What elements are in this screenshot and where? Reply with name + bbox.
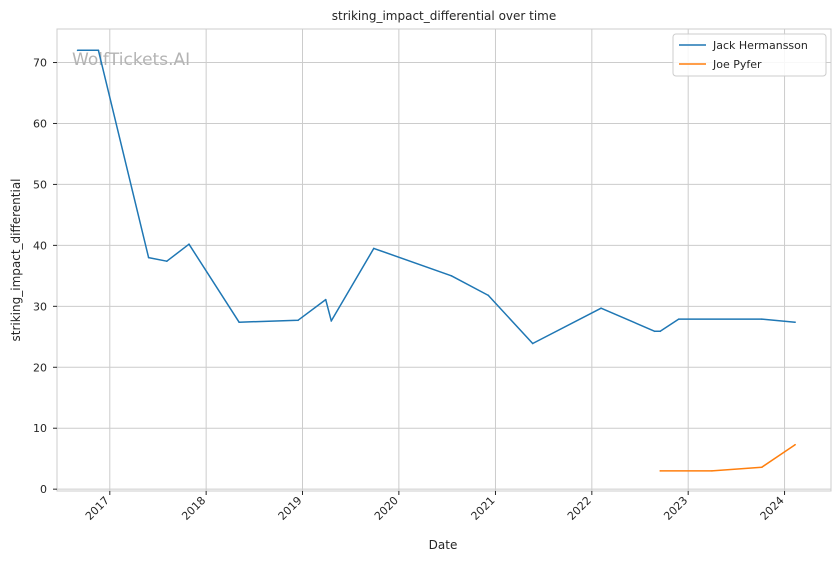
data-point-jack-hermansson [238, 321, 240, 323]
data-point-jack-hermansson [297, 319, 299, 322]
data-point-jack-hermansson [450, 275, 453, 277]
x-tick-label: 2019 [276, 494, 305, 523]
data-point-jack-hermansson [166, 260, 168, 263]
data-point-jack-hermansson [600, 307, 602, 309]
y-axis: 0 10 20 30 40 50 60 70 [33, 57, 57, 496]
series-lines [76, 49, 796, 472]
data-point-joe-pyfer [794, 443, 796, 446]
data-point-jack-hermansson [330, 320, 333, 322]
y-tick-label: 10 [33, 422, 47, 435]
x-tick-label: 2022 [565, 494, 594, 523]
legend: Jack Hermansson Joe Pyfer [672, 33, 827, 77]
x-tick-label: 2020 [372, 494, 401, 523]
legend-box [672, 33, 827, 77]
data-point-jack-hermansson [531, 342, 534, 345]
legend-label-joe-pyfer: Joe Pyfer [712, 58, 762, 71]
x-tick-label: 2024 [758, 494, 787, 523]
y-tick-label: 20 [33, 361, 47, 374]
watermark: WolfTickets.AI [72, 50, 190, 70]
x-tick-label: 2021 [469, 494, 498, 523]
data-point-jack-hermansson [324, 298, 327, 301]
data-point-joe-pyfer [659, 470, 662, 472]
legend-label-jack-hermansson: Jack Hermansson [712, 39, 808, 52]
y-tick-label: 50 [33, 178, 47, 191]
data-point-jack-hermansson [761, 318, 763, 320]
data-point-jack-hermansson [188, 243, 190, 245]
data-point-jack-hermansson [97, 49, 100, 52]
series-line-joe-pyfer [660, 444, 796, 472]
x-axis-title: Date [429, 538, 458, 552]
data-point-jack-hermansson [794, 321, 796, 323]
y-axis-title: striking_impact_differential [9, 178, 23, 341]
plot-area [56, 28, 832, 492]
data-point-jack-hermansson [659, 330, 662, 333]
data-point-joe-pyfer [711, 470, 713, 472]
data-point-jack-hermansson [487, 294, 490, 297]
x-tick-label: 2023 [661, 494, 690, 523]
y-tick-label: 0 [40, 483, 47, 496]
data-point-jack-hermansson [372, 247, 375, 250]
y-tick-label: 40 [33, 239, 47, 252]
data-point-jack-hermansson [76, 49, 79, 52]
y-tick-label: 30 [33, 300, 47, 313]
x-tick-label: 2017 [83, 494, 112, 523]
y-tick-label: 60 [33, 117, 47, 130]
x-tick-label: 2018 [179, 494, 208, 523]
data-point-jack-hermansson [653, 330, 656, 333]
y-tick-label: 70 [33, 57, 47, 70]
data-point-jack-hermansson [677, 318, 680, 320]
x-axis: 2017 2018 2019 2020 2021 2022 2023 2024 [83, 491, 787, 523]
grid [57, 29, 831, 491]
data-point-jack-hermansson [147, 256, 150, 259]
data-point-joe-pyfer [761, 466, 763, 469]
chart-title: striking_impact_differential over time [332, 9, 557, 23]
